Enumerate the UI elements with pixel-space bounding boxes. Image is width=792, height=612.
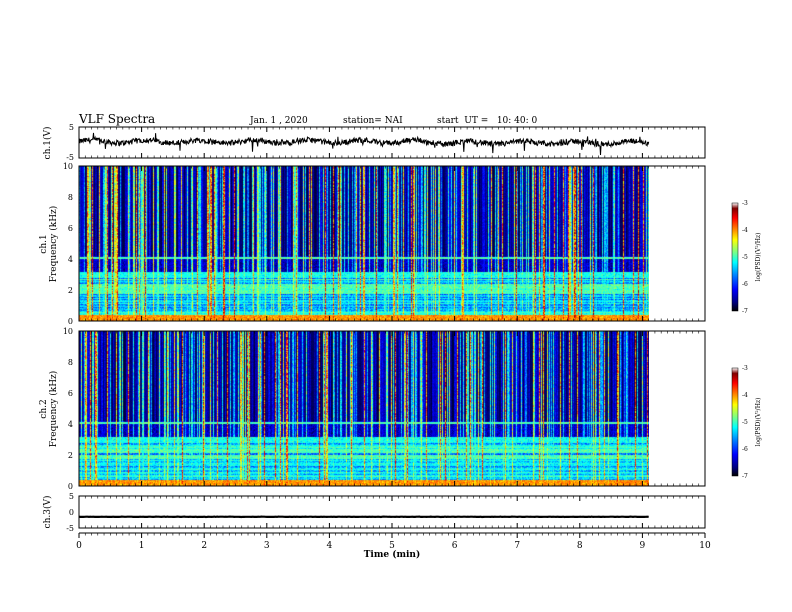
ch1-colorbar-label: log(PSD)(V²/Hz) [755,233,762,282]
date-label: Jan. 1 , 2020 [249,116,308,126]
ch3-waveform-panel: 5 0 -5 ch.3(V) [42,492,706,533]
ch3-waveform-ylabel: ch.3(V) [42,496,53,529]
time-axis-tick-labels: 0 1 2 3 4 5 6 7 8 9 10 [76,532,711,551]
ch2-ytick-0: 0 [68,482,73,491]
ch1-spectrogram-panel: 0 2 4 6 8 10 ch.1 Frequency (kHz) -3 -4 … [39,162,762,326]
ch2-colorbar-tick-m3: -3 [742,365,748,372]
ch2-spectrogram-panel: 0 2 4 6 8 10 ch.2 Frequency (kHz) -3 -4 … [39,327,762,491]
ch2-spectrogram-ticks [78,331,706,486]
ch2-colorbar [731,367,739,477]
spectrogram-raster [79,331,649,486]
ch2-ytick-8: 8 [68,358,73,367]
ch2-ytick-4: 4 [68,420,73,429]
ch2-colorbar-tick-m5: -5 [742,419,748,426]
time-axis-tick-label: 8 [577,541,583,551]
ch1-channel-label: ch.1 [39,234,49,253]
ch2-colorbar-label: log(PSD)(V²/Hz) [755,398,762,447]
ch1-waveform-ticks [78,127,706,158]
ch1-colorbar-tick-m7: -7 [742,308,748,315]
ch3-ytick-top: 5 [69,492,74,501]
ch1-ytick-0: 0 [68,317,73,326]
time-axis-tick-label: 1 [139,541,145,551]
ch1-colorbar-tick-m6: -6 [742,281,748,288]
time-axis-tick-label: 7 [514,541,520,551]
ch1-spectrogram-ticks [78,166,706,321]
station-label: station= NAI [343,116,403,126]
start-time-label: start UT = 10: 40: 0 [437,116,538,126]
ch1-ytick-8: 8 [68,193,73,202]
ch1-ytick-10: 10 [63,162,73,171]
ch1-ytick-top: 5 [69,123,74,132]
time-axis-tick-label: 9 [640,541,646,551]
time-axis-tick-label: 3 [264,541,270,551]
spectrogram-raster [79,166,649,321]
ch1-ytick-bottom: -5 [66,153,74,162]
ch2-colorbar-tick-m6: -6 [742,446,748,453]
ch1-colorbar-tick-m4: -4 [742,227,748,234]
time-axis-tick-label: 10 [699,541,711,551]
ch1-colorbar [731,202,739,312]
ch2-channel-label: ch.2 [39,399,49,418]
ch1-waveform-ylabel: ch.1(V) [42,127,53,160]
ch3-waveform-ticks [78,496,706,528]
ch1-ytick-6: 6 [68,224,73,233]
ch1-spectrogram-image [79,166,649,321]
ch1-waveform-panel: 5 -5 ch.1(V) [42,123,706,162]
ch1-ytick-2: 2 [68,286,73,295]
ch1-ytick-4: 4 [68,255,73,264]
ch2-ytick-6: 6 [68,389,73,398]
ch3-ytick-bottom: -5 [66,524,74,533]
ch2-colorbar-tick-m4: -4 [742,392,748,399]
ch1-colorbar-tick-m3: -3 [742,200,748,207]
ch2-ytick-10: 10 [63,327,73,336]
figure-title: VLF Spectra [78,112,155,126]
time-axis-tick-label: 2 [201,541,207,551]
ch2-spectrogram-image [79,331,649,486]
ch2-colorbar-tick-m7: -7 [742,473,748,480]
time-axis-tick-label: 0 [76,541,82,551]
time-axis-tick-label: 4 [327,541,333,551]
ch2-frequency-ylabel: Frequency (kHz) [48,371,59,448]
time-axis-tick-label: 6 [452,541,458,551]
time-axis-label: Time (min) [364,549,421,560]
time-axis-tick-label: 5 [389,541,395,551]
ch2-ytick-2: 2 [68,451,73,460]
ch1-colorbar-tick-m5: -5 [742,254,748,261]
ch1-frequency-ylabel: Frequency (kHz) [48,206,59,283]
ch1-waveform-trace [78,132,650,156]
ch3-ytick-mid: 0 [69,508,74,517]
